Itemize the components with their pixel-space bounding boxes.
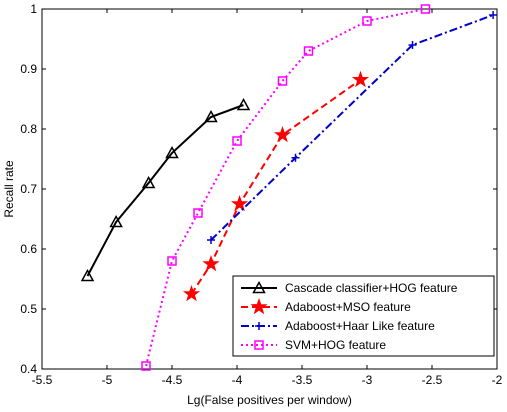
triangle-marker (80, 268, 95, 282)
triangle-marker (141, 175, 156, 189)
x-tick-label: -3 (362, 373, 373, 387)
y-tick-label: 0.5 (20, 302, 37, 316)
series-line (86, 104, 244, 277)
legend: Cascade classifier+HOG feature Adaboost+M… (232, 275, 495, 357)
triangle-marker (109, 214, 123, 228)
star-marker (250, 297, 268, 315)
legend-label: Cascade classifier+HOG feature (285, 281, 458, 295)
plus-marker (291, 153, 300, 162)
legend-box (232, 275, 495, 357)
square-marker (167, 256, 177, 266)
x-tick-label: -4.5 (162, 373, 183, 387)
plus-marker (207, 236, 215, 244)
legend-label: SVM+HOG feature (285, 338, 386, 352)
star-marker (231, 194, 249, 212)
legend-label: Adaboost+Haar Like feature (285, 319, 435, 333)
y-tick-label: 0.7 (20, 182, 37, 196)
plus-marker (408, 41, 417, 49)
y-axis-title: Recall rate (2, 160, 16, 218)
y-tick-label: 0.9 (20, 62, 37, 76)
x-axis: -5.5 -5 -4.5 -4 -3.5 -3 -2.5 -2 (32, 9, 503, 387)
legend-item: Cascade classifier+HOG feature (241, 280, 458, 295)
star-marker (182, 284, 201, 302)
square-marker (362, 16, 372, 26)
star-marker (202, 254, 220, 272)
x-tick-label: -4 (232, 373, 243, 387)
star-marker (351, 70, 370, 88)
y-tick-label: 0.6 (20, 242, 37, 256)
series-0 (80, 97, 251, 282)
triangle-marker (165, 145, 179, 159)
triangle-marker (204, 109, 218, 123)
square-marker (232, 136, 242, 146)
square-marker (303, 46, 314, 56)
square-marker (277, 76, 288, 86)
x-axis-title: Lg(False positives per window) (187, 393, 352, 407)
x-tick-label: -5.5 (32, 373, 53, 387)
plus-marker (489, 11, 498, 19)
series-3 (141, 4, 431, 371)
legend-item: SVM+HOG feature (241, 338, 386, 352)
series-line (210, 14, 494, 241)
plus-marker (255, 322, 263, 330)
legend-label: Adaboost+MSO feature (285, 300, 411, 314)
x-tick-label: -5 (102, 373, 113, 387)
y-tick-label: 1 (30, 2, 37, 16)
legend-item: Adaboost+Haar Like feature (241, 319, 435, 333)
y-tick-label: 0.4 (20, 362, 37, 376)
y-axis: 0.4 0.5 0.6 0.7 0.8 0.9 1 (20, 2, 497, 376)
triangle-marker (252, 280, 266, 294)
y-tick-label: 0.8 (20, 122, 37, 136)
series-layer (80, 4, 498, 371)
x-tick-label: -2 (492, 373, 503, 387)
square-marker (420, 4, 431, 14)
star-marker (273, 125, 292, 143)
x-tick-label: -2.5 (422, 373, 443, 387)
x-tick-label: -3.5 (292, 373, 313, 387)
legend-item: Adaboost+MSO feature (241, 297, 411, 315)
triangle-marker (236, 97, 251, 111)
square-marker (254, 340, 264, 350)
series-1 (182, 70, 370, 302)
series-2 (207, 11, 498, 244)
square-marker (193, 208, 203, 218)
square-marker (141, 361, 151, 371)
